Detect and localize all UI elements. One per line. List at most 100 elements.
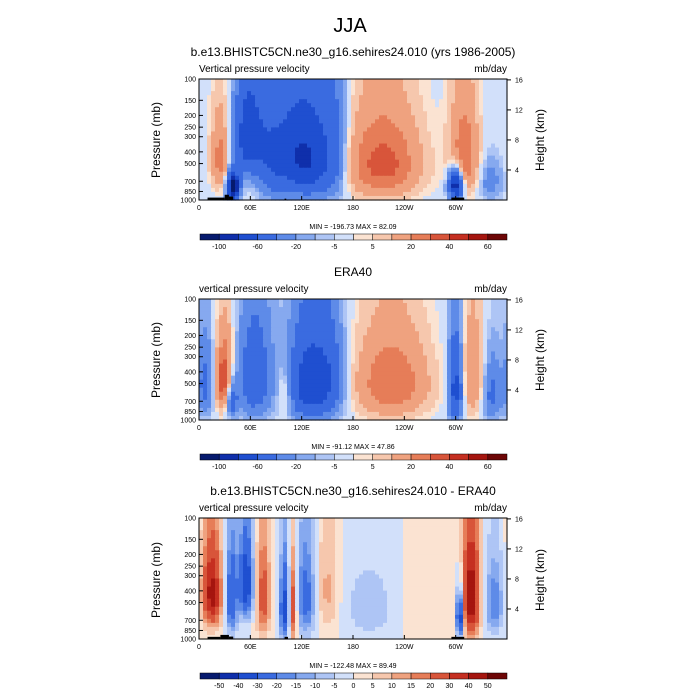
heatmap-cell (435, 147, 440, 153)
heatmap-cell (411, 339, 416, 344)
heatmap-cell (443, 171, 448, 177)
heatmap-cell (243, 343, 248, 348)
heatmap-cell (219, 99, 224, 104)
heatmap-cell (447, 175, 452, 181)
heatmap-cell (495, 379, 500, 385)
heatmap-cell (247, 167, 252, 173)
heatmap-cell (295, 363, 300, 369)
heatmap-cell (335, 379, 340, 385)
heatmap-cell (267, 319, 272, 324)
heatmap-cell (447, 151, 452, 157)
heatmap-cell (295, 371, 300, 377)
heatmap-cell (251, 526, 256, 531)
heatmap-cell (379, 147, 384, 153)
heatmap-cell (263, 143, 268, 149)
heatmap-cell (395, 107, 400, 112)
heatmap-cell (307, 307, 312, 312)
heatmap-cell (399, 355, 404, 361)
heatmap-cell (483, 335, 488, 340)
heatmap-cell (379, 319, 384, 324)
heatmap-cell (427, 371, 432, 377)
heatmap-cell (271, 151, 276, 157)
heatmap-cell (435, 123, 440, 128)
heatmap-cell (371, 355, 376, 361)
heatmap-cell (259, 395, 264, 401)
heatmap-cell (263, 363, 268, 369)
heatmap-cell (263, 339, 268, 344)
heatmap-cell (223, 359, 228, 365)
heatmap-cell (307, 367, 312, 373)
heatmap-cell (235, 107, 240, 112)
heatmap-cell (439, 111, 444, 116)
heatmap-cell (415, 383, 420, 389)
heatmap-cell (219, 151, 224, 157)
y-tick-label: 400 (184, 369, 196, 376)
heatmap-cell (391, 359, 396, 365)
heatmap-cell (307, 339, 312, 344)
heatmap-cell (251, 175, 256, 181)
heatmap-cell (283, 83, 288, 88)
heatmap-cell (475, 407, 480, 413)
heatmap-cell (367, 95, 372, 100)
heatmap-cell (351, 391, 356, 397)
heatmap-cell (347, 335, 352, 340)
heatmap-cell (407, 367, 412, 373)
heatmap-cell (371, 139, 376, 145)
heatmap-cell (379, 387, 384, 393)
heatmap-cell (315, 323, 320, 328)
heatmap-cell (271, 355, 276, 361)
colorbar-label: -20 (291, 464, 301, 471)
heatmap-cell (283, 347, 288, 353)
heatmap-cell (367, 115, 372, 120)
heatmap-cell (291, 522, 296, 527)
heatmap-cell (499, 99, 504, 104)
heatmap-cell (291, 407, 296, 413)
heatmap-cell (235, 155, 240, 161)
heatmap-cell (415, 323, 420, 328)
heatmap-cell (251, 347, 256, 353)
heatmap-cell (383, 143, 388, 149)
heatmap-cell (295, 155, 300, 161)
heatmap-cell (307, 399, 312, 405)
heatmap-cell (311, 79, 316, 84)
heatmap-cell (347, 131, 352, 137)
heatmap-cell (495, 331, 500, 336)
heatmap-cell (359, 371, 364, 377)
heatmap-cell (383, 311, 388, 316)
heatmap-cell (251, 359, 256, 365)
heatmap-cell (311, 367, 316, 373)
heatmap-cell (491, 123, 496, 128)
heatmap-cell (471, 159, 476, 165)
heatmap-cell (367, 518, 372, 523)
heatmap-cell (315, 119, 320, 124)
heatmap-cell (335, 163, 340, 169)
heatmap-cell (259, 411, 264, 417)
heatmap-cell (471, 403, 476, 409)
heatmap-cell (267, 367, 272, 373)
heatmap-cell (419, 95, 424, 100)
heatmap-cell (315, 123, 320, 128)
heatmap-cell (235, 195, 240, 201)
heatmap-cell (443, 371, 448, 377)
heatmap-cell (227, 79, 232, 84)
heatmap-cell (227, 367, 232, 373)
heatmap-cell (231, 339, 236, 344)
panel-3-left-string: vertical pressure velocity (199, 503, 308, 514)
heatmap-cell (439, 107, 444, 112)
heatmap-cell (495, 171, 500, 177)
heatmap-cell (291, 159, 296, 165)
heatmap-cell (287, 195, 292, 201)
heatmap-cell (467, 387, 472, 393)
heatmap-cell (351, 187, 356, 193)
heatmap-cell (443, 147, 448, 153)
heatmap-cell (231, 319, 236, 324)
heatmap-cell (255, 331, 260, 336)
heatmap-cell (495, 299, 500, 304)
heatmap-cell (203, 371, 208, 377)
heatmap-cell (427, 95, 432, 100)
heatmap-cell (403, 343, 408, 348)
heatmap-cell (259, 119, 264, 124)
heatmap-cell (347, 187, 352, 193)
heatmap-cell (451, 331, 456, 336)
heatmap-cell (291, 351, 296, 357)
